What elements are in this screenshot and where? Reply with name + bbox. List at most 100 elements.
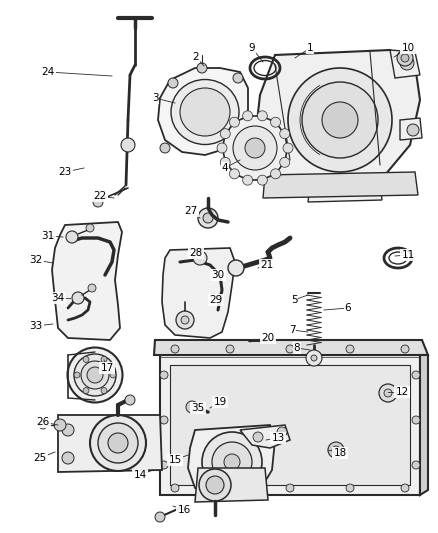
Circle shape — [101, 387, 107, 393]
Text: 1: 1 — [307, 43, 313, 53]
Text: 21: 21 — [260, 260, 274, 270]
Circle shape — [258, 175, 267, 185]
Polygon shape — [58, 415, 162, 472]
Circle shape — [197, 63, 207, 73]
Circle shape — [322, 102, 358, 138]
Circle shape — [271, 117, 281, 127]
Polygon shape — [52, 222, 122, 340]
Text: 24: 24 — [41, 67, 55, 77]
Text: 29: 29 — [209, 295, 223, 305]
Circle shape — [412, 461, 420, 469]
Circle shape — [226, 484, 234, 492]
Text: 34: 34 — [51, 293, 65, 303]
Circle shape — [233, 73, 243, 83]
Text: 35: 35 — [191, 403, 205, 413]
Polygon shape — [188, 425, 275, 498]
Circle shape — [328, 442, 344, 458]
Polygon shape — [308, 183, 382, 202]
Text: 4: 4 — [222, 163, 228, 173]
Circle shape — [108, 433, 128, 453]
Circle shape — [401, 345, 409, 353]
Text: 3: 3 — [152, 93, 158, 103]
Circle shape — [198, 208, 218, 228]
Polygon shape — [154, 340, 428, 355]
Circle shape — [277, 427, 287, 437]
Circle shape — [302, 82, 378, 158]
Circle shape — [346, 345, 354, 353]
Circle shape — [288, 68, 392, 172]
Ellipse shape — [81, 361, 109, 389]
Circle shape — [253, 432, 263, 442]
Circle shape — [110, 372, 116, 378]
Text: 9: 9 — [249, 43, 255, 53]
Circle shape — [193, 251, 207, 265]
Polygon shape — [263, 172, 418, 198]
Circle shape — [412, 416, 420, 424]
Polygon shape — [390, 50, 420, 78]
Circle shape — [83, 387, 89, 393]
Circle shape — [412, 371, 420, 379]
Text: 33: 33 — [29, 321, 42, 331]
Text: 15: 15 — [168, 455, 182, 465]
Text: 25: 25 — [33, 453, 46, 463]
Text: 14: 14 — [134, 470, 147, 480]
Circle shape — [62, 452, 74, 464]
Circle shape — [243, 111, 253, 121]
Text: 7: 7 — [289, 325, 295, 335]
Circle shape — [397, 50, 413, 66]
Circle shape — [72, 292, 84, 304]
Text: 13: 13 — [272, 433, 285, 443]
Circle shape — [271, 169, 281, 179]
Circle shape — [54, 419, 66, 431]
Circle shape — [217, 143, 227, 153]
Circle shape — [202, 432, 262, 492]
Text: 5: 5 — [291, 295, 297, 305]
Circle shape — [93, 197, 103, 207]
Circle shape — [286, 484, 294, 492]
Circle shape — [211, 484, 219, 492]
Text: 23: 23 — [58, 167, 72, 177]
Polygon shape — [420, 355, 428, 495]
Text: 12: 12 — [396, 387, 409, 397]
Circle shape — [66, 231, 78, 243]
Text: 16: 16 — [177, 505, 191, 515]
Text: 30: 30 — [212, 270, 225, 280]
Circle shape — [283, 143, 293, 153]
Polygon shape — [400, 118, 422, 140]
Text: 11: 11 — [401, 250, 415, 260]
Circle shape — [258, 111, 267, 121]
Circle shape — [224, 454, 240, 470]
Circle shape — [160, 143, 170, 153]
Circle shape — [39, 421, 47, 429]
Circle shape — [88, 284, 96, 292]
Text: 27: 27 — [184, 206, 198, 216]
Circle shape — [243, 175, 253, 185]
Circle shape — [243, 133, 253, 143]
Circle shape — [101, 357, 107, 362]
Circle shape — [160, 371, 168, 379]
Circle shape — [400, 56, 414, 70]
Polygon shape — [195, 468, 268, 502]
Ellipse shape — [74, 354, 116, 396]
Text: 10: 10 — [402, 43, 414, 53]
Circle shape — [199, 469, 231, 501]
Circle shape — [311, 355, 317, 361]
Circle shape — [230, 169, 240, 179]
Ellipse shape — [180, 88, 230, 136]
Circle shape — [379, 384, 397, 402]
Text: 31: 31 — [41, 231, 55, 241]
Polygon shape — [160, 355, 420, 495]
Circle shape — [401, 54, 409, 62]
Text: 18: 18 — [333, 448, 346, 458]
Ellipse shape — [67, 348, 123, 402]
Polygon shape — [255, 50, 420, 195]
Text: 28: 28 — [189, 248, 203, 258]
Circle shape — [332, 446, 340, 454]
Circle shape — [125, 395, 135, 405]
Circle shape — [86, 224, 94, 232]
Circle shape — [181, 316, 189, 324]
Text: 19: 19 — [213, 397, 226, 407]
Ellipse shape — [171, 79, 239, 144]
Circle shape — [212, 442, 252, 482]
Circle shape — [168, 78, 178, 88]
